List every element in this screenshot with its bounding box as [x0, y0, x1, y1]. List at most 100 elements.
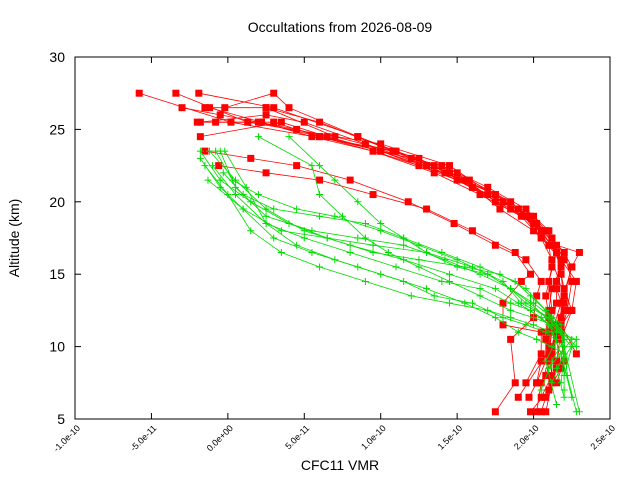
data-point-square	[542, 292, 550, 300]
data-point-square	[542, 393, 550, 401]
data-point-plus	[499, 314, 507, 322]
series-14	[201, 147, 545, 416]
data-point-square	[525, 393, 533, 401]
data-point-plus	[530, 314, 538, 322]
data-point-square	[441, 169, 449, 177]
data-point-square	[201, 147, 209, 155]
series-line	[218, 165, 542, 383]
data-point-square	[527, 270, 535, 278]
data-point-plus	[468, 299, 476, 307]
data-point-plus	[553, 401, 560, 409]
data-point-plus	[553, 335, 560, 343]
data-point-square	[206, 104, 214, 112]
data-point-square	[572, 277, 580, 285]
data-point-square	[450, 220, 458, 228]
data-point-square	[517, 212, 525, 220]
data-point-plus	[446, 299, 453, 307]
data-point-square	[377, 140, 385, 148]
data-point-plus	[461, 263, 469, 271]
x-tick-label: 0.0e+00	[205, 423, 235, 453]
data-point-square	[499, 321, 507, 329]
data-point-square	[560, 256, 568, 264]
data-point-plus	[293, 241, 301, 249]
data-point-square	[404, 198, 412, 206]
data-point-plus	[232, 183, 239, 191]
series-13	[215, 162, 545, 387]
series-17	[216, 147, 568, 394]
data-point-plus	[446, 277, 453, 285]
data-point-square	[369, 191, 377, 199]
data-point-plus	[527, 306, 535, 314]
data-point-plus	[361, 234, 369, 242]
data-point-plus	[476, 292, 484, 300]
data-point-plus	[527, 299, 535, 307]
data-point-square	[507, 335, 515, 343]
data-point-plus	[300, 234, 308, 242]
data-point-square	[270, 104, 278, 112]
data-point-plus	[548, 357, 556, 365]
data-point-square	[553, 357, 560, 365]
data-point-plus	[491, 314, 499, 322]
series-9	[196, 118, 568, 372]
data-point-plus	[270, 234, 278, 242]
data-point-square	[522, 212, 530, 220]
data-point-plus	[542, 328, 550, 336]
data-point-square	[221, 104, 229, 112]
data-point-square	[560, 292, 568, 300]
data-point-plus	[522, 321, 530, 329]
x-tick-label: 1.5e-10	[436, 423, 465, 452]
data-point-plus	[196, 147, 204, 155]
series-line	[224, 150, 565, 383]
data-point-plus	[316, 191, 324, 199]
data-point-square	[468, 227, 476, 235]
data-point-plus	[476, 263, 484, 271]
series-26	[221, 147, 568, 387]
data-point-square	[389, 147, 397, 155]
data-point-plus	[262, 205, 270, 213]
data-point-plus	[560, 350, 568, 358]
data-point-plus	[316, 162, 324, 170]
data-point-plus	[262, 220, 270, 228]
data-point-plus	[323, 234, 331, 242]
series-line	[215, 150, 573, 369]
data-point-square	[575, 248, 583, 256]
x-tick-label: -5.0e-11	[128, 423, 158, 453]
data-point-plus	[530, 321, 538, 329]
data-point-square	[545, 386, 553, 394]
data-point-square	[545, 227, 553, 235]
y-tick-label: 20	[49, 194, 65, 210]
data-point-square	[316, 176, 324, 184]
data-point-square	[254, 118, 262, 126]
data-point-square	[533, 379, 541, 387]
data-point-plus	[369, 248, 377, 256]
data-point-plus	[377, 227, 385, 235]
chart-title: Occultations from 2026-08-09	[248, 19, 433, 35]
data-point-plus	[476, 270, 484, 278]
data-point-square	[560, 248, 568, 256]
data-point-plus	[277, 227, 285, 235]
series-line	[204, 150, 542, 413]
data-point-plus	[308, 248, 316, 256]
data-point-plus	[415, 256, 423, 264]
data-point-plus	[568, 393, 576, 401]
data-point-plus	[247, 227, 255, 235]
data-point-plus	[254, 191, 262, 199]
data-point-square	[507, 198, 515, 206]
data-point-plus	[438, 277, 446, 285]
data-point-square	[262, 104, 270, 112]
data-point-square	[316, 133, 324, 141]
data-point-square	[507, 205, 515, 213]
data-point-square	[537, 393, 545, 401]
data-point-plus	[206, 147, 214, 155]
data-point-plus	[400, 234, 408, 242]
data-point-square	[196, 133, 204, 141]
data-point-square	[491, 191, 499, 199]
x-tick-label: 2.0e-10	[512, 423, 541, 452]
series-line	[258, 136, 573, 376]
data-point-plus	[354, 198, 362, 206]
data-point-square	[430, 169, 438, 177]
data-point-square	[533, 220, 541, 228]
data-point-plus	[575, 408, 583, 416]
data-point-plus	[537, 386, 545, 394]
data-point-plus	[542, 357, 550, 365]
